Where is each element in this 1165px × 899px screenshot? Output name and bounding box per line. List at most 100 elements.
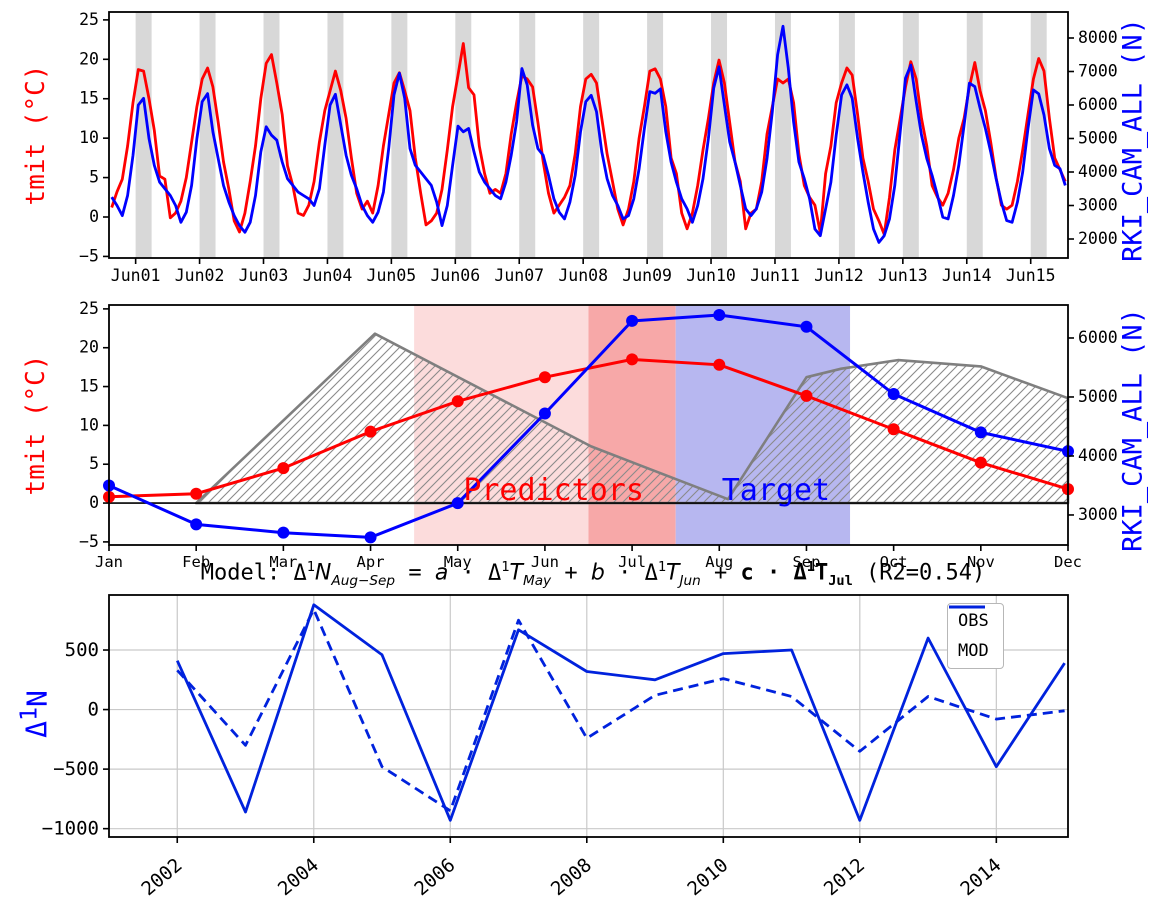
middle-ytick-right: 5000 bbox=[1078, 387, 1118, 406]
rki-marker bbox=[364, 531, 377, 544]
middle-ytick-left: 15 bbox=[79, 377, 99, 396]
legend-item-obs: OBS bbox=[949, 605, 989, 631]
top-left-ylabel: tmit (°C) bbox=[21, 64, 51, 206]
region-label-target: Target bbox=[722, 473, 830, 508]
tmit-marker bbox=[538, 371, 551, 384]
year-label: 2006 bbox=[410, 854, 459, 899]
summer-band bbox=[966, 12, 983, 258]
middle-ytick-left: 20 bbox=[79, 338, 99, 357]
rki-marker bbox=[538, 407, 551, 420]
bottom-ytick: 0 bbox=[88, 699, 99, 721]
month-label: Aug bbox=[705, 553, 733, 571]
summer-band bbox=[774, 12, 791, 258]
top-ytick-right: 8000 bbox=[1078, 28, 1118, 47]
region-predictor-jul bbox=[588, 305, 676, 545]
legend-label-mod: MOD bbox=[958, 641, 989, 661]
tmit-marker bbox=[800, 389, 813, 402]
summer-band bbox=[838, 12, 855, 258]
top-ytick-right: 3000 bbox=[1078, 196, 1118, 215]
top-xtick-label: Jun10 bbox=[686, 266, 736, 285]
year-label: 2004 bbox=[274, 854, 323, 899]
month-label: Jun bbox=[531, 553, 559, 571]
mod-line-sample bbox=[949, 605, 985, 609]
top-ytick-left: 0 bbox=[89, 207, 99, 226]
bottom-ytick: −500 bbox=[53, 758, 99, 780]
tmit-marker bbox=[974, 456, 987, 469]
summer-band bbox=[327, 12, 344, 258]
summer-band bbox=[135, 12, 152, 258]
month-label: Dec bbox=[1054, 553, 1082, 571]
top-ytick-left: 20 bbox=[79, 49, 99, 68]
top-right-ylabel: RKI_CAM_ALL (N) bbox=[1117, 18, 1149, 262]
top-panel: Jun01 Jun02 Jun03 Jun04 Jun05 Jun06 Jun07 Jun08… bbox=[79, 10, 1118, 285]
month-label: Jan bbox=[95, 553, 123, 571]
top-xtick-label: Jun04 bbox=[303, 266, 353, 285]
year-label: 2014 bbox=[956, 854, 1005, 899]
month-label: Feb bbox=[182, 553, 210, 571]
middle-right-ylabel: RKI_CAM_ALL (N) bbox=[1117, 308, 1149, 552]
top-xtick-label: Jun06 bbox=[430, 266, 480, 285]
rki-marker bbox=[800, 320, 813, 333]
top-ytick-left: 10 bbox=[79, 128, 99, 147]
middle-ytick-right: 6000 bbox=[1078, 328, 1118, 347]
rki-marker bbox=[626, 314, 639, 327]
top-xtick-label: Jun03 bbox=[239, 266, 289, 285]
middle-ytick-left: 10 bbox=[79, 415, 99, 434]
summer-band bbox=[902, 12, 919, 258]
top-ytick-right: 5000 bbox=[1078, 129, 1118, 148]
top-ytick-right: 4000 bbox=[1078, 162, 1118, 181]
model-formula-title: Model: Δ1NAug−Sep = a · Δ1TMay + b · Δ1T… bbox=[200, 559, 986, 589]
middle-ytick-left: 25 bbox=[79, 299, 99, 318]
legend-item-mod: MOD bbox=[949, 605, 989, 661]
top-xtick-label: Jun02 bbox=[175, 266, 225, 285]
month-label: Oct bbox=[880, 553, 908, 571]
top-xtick-label: Jun15 bbox=[1006, 266, 1056, 285]
summer-band bbox=[391, 12, 408, 258]
tmit-marker bbox=[887, 423, 900, 436]
rki-marker bbox=[713, 308, 726, 321]
middle-ytick-left: 0 bbox=[89, 493, 99, 512]
bottom-ytick: 500 bbox=[65, 639, 99, 661]
summer-band bbox=[1030, 12, 1047, 258]
top-ytick-left: −5 bbox=[79, 246, 99, 265]
tmit-marker bbox=[713, 358, 726, 371]
region-label-predictors: Predictors bbox=[463, 473, 644, 508]
middle-panel: Predictors Target Jan Feb Mar Apr May Jun Jul Aug… bbox=[79, 299, 1118, 571]
top-xtick-label: Jun11 bbox=[750, 266, 800, 285]
middle-ytick-left: 5 bbox=[89, 454, 99, 473]
top-ytick-left: 5 bbox=[89, 168, 99, 187]
middle-ytick-left: −5 bbox=[79, 532, 99, 551]
year-label: 2012 bbox=[820, 854, 869, 899]
legend-label-obs: OBS bbox=[958, 611, 989, 631]
top-ytick-right: 2000 bbox=[1078, 229, 1118, 248]
rki-marker bbox=[974, 426, 987, 439]
top-line-RKI_CAM_ALL bbox=[110, 24, 1067, 244]
rki-marker bbox=[190, 518, 203, 531]
year-label: 2002 bbox=[137, 854, 186, 899]
year-label: 2008 bbox=[547, 854, 596, 899]
top-xtick-label: Jun13 bbox=[878, 266, 928, 285]
summer-band bbox=[711, 12, 728, 258]
top-ytick-right: 6000 bbox=[1078, 95, 1118, 114]
bottom-panel: 2002 2004 2006 2008 2010 2012 2014 −1000 −500 0 50… bbox=[42, 594, 1069, 899]
tmit-marker bbox=[451, 395, 464, 408]
top-xtick-label: Jun12 bbox=[814, 266, 864, 285]
year-label: 2010 bbox=[683, 854, 732, 899]
summer-band bbox=[583, 12, 600, 258]
tmit-marker bbox=[277, 462, 290, 475]
top-ytick-left: 25 bbox=[79, 10, 99, 29]
bottom-line-mod bbox=[176, 608, 1065, 813]
top-xtick-label: Jun09 bbox=[622, 266, 672, 285]
middle-line-rki bbox=[108, 313, 1069, 539]
legend: OBS MOD bbox=[947, 603, 1004, 669]
rki-marker bbox=[887, 388, 900, 401]
month-label: Nov bbox=[967, 553, 995, 571]
middle-ytick-right: 3000 bbox=[1078, 505, 1118, 524]
bottom-line-obs bbox=[176, 603, 1066, 822]
tmit-marker bbox=[364, 425, 377, 438]
top-xtick-label: Jun08 bbox=[558, 266, 608, 285]
top-ytick-right: 7000 bbox=[1078, 61, 1118, 80]
bottom-ylabel: Δ1N bbox=[14, 690, 54, 738]
month-label: Sep bbox=[792, 553, 820, 571]
